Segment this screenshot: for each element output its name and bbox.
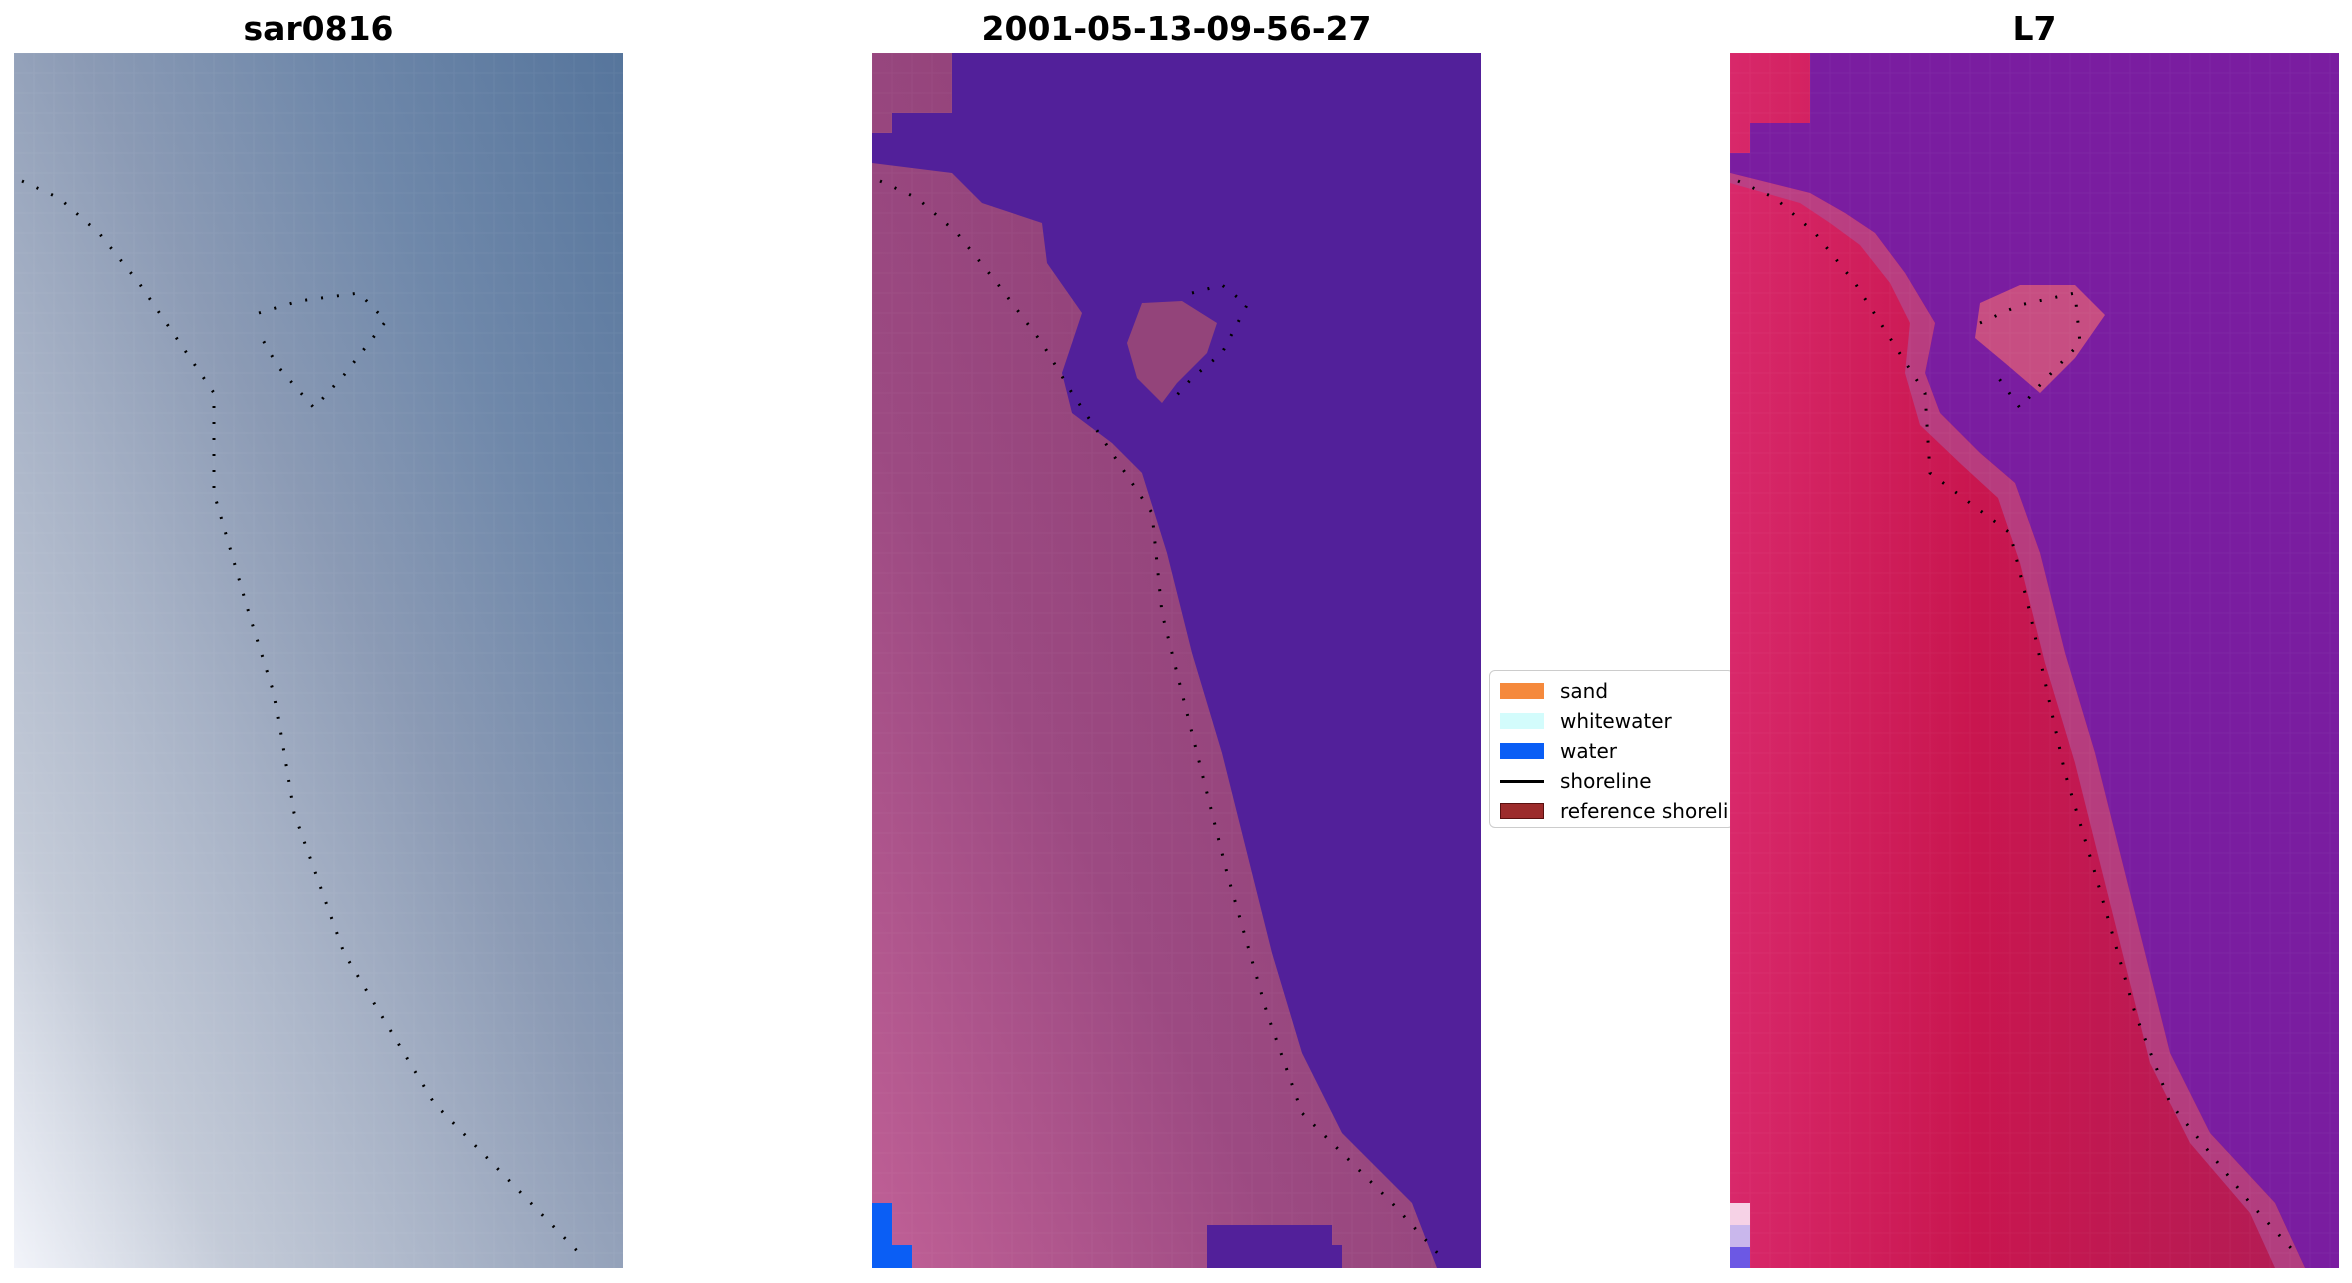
bright-pixel-lavender (1730, 1225, 1750, 1247)
legend-item-water: water (1500, 739, 1617, 763)
bright-water-pixels-2 (892, 1245, 912, 1268)
legend-label-whitewater: whitewater (1560, 709, 1672, 733)
sensor-image-panel (1730, 53, 2339, 1268)
bright-water-pixels (872, 1203, 892, 1268)
water-class-region (872, 53, 1481, 1268)
legend: sand whitewater water shoreline referenc… (1489, 670, 1734, 828)
legend-label-reference-shoreline: reference shoreline (1560, 799, 1733, 823)
legend-label-sand: sand (1560, 679, 1609, 703)
land-island-class (1127, 301, 1217, 403)
panel-title-date: 2001-05-13-09-56-27 (981, 9, 1372, 48)
legend-label-shoreline: shoreline (1560, 769, 1652, 793)
legend-swatch-whitewater (1500, 713, 1544, 729)
classified-image-panel (872, 53, 1481, 1268)
rgb-image (14, 53, 623, 1268)
classified-image (872, 53, 1481, 1268)
legend-item-shoreline: shoreline (1500, 769, 1652, 793)
legend-item-reference-shoreline: reference shoreline (1500, 799, 1733, 823)
bright-pixel-white (1730, 1203, 1750, 1225)
panel-title-sensor: L7 (2012, 9, 2057, 48)
panel-title-sar: sar0816 (243, 9, 394, 48)
legend-swatch-water (1500, 743, 1544, 759)
legend-label-water: water (1560, 739, 1617, 763)
sensor-image (1730, 53, 2339, 1268)
reference-shoreline-loop-mid (1168, 283, 1249, 404)
rgb-image-panel (14, 53, 623, 1268)
legend-swatch-reference-shoreline (1500, 803, 1544, 819)
legend-item-sand: sand (1500, 679, 1608, 703)
water-class-corner (1207, 1225, 1342, 1268)
legend-line-shoreline (1500, 779, 1544, 783)
bright-pixel-blue (1730, 1247, 1750, 1268)
legend-swatch-sand (1500, 683, 1544, 699)
legend-item-whitewater: whitewater (1500, 709, 1672, 733)
